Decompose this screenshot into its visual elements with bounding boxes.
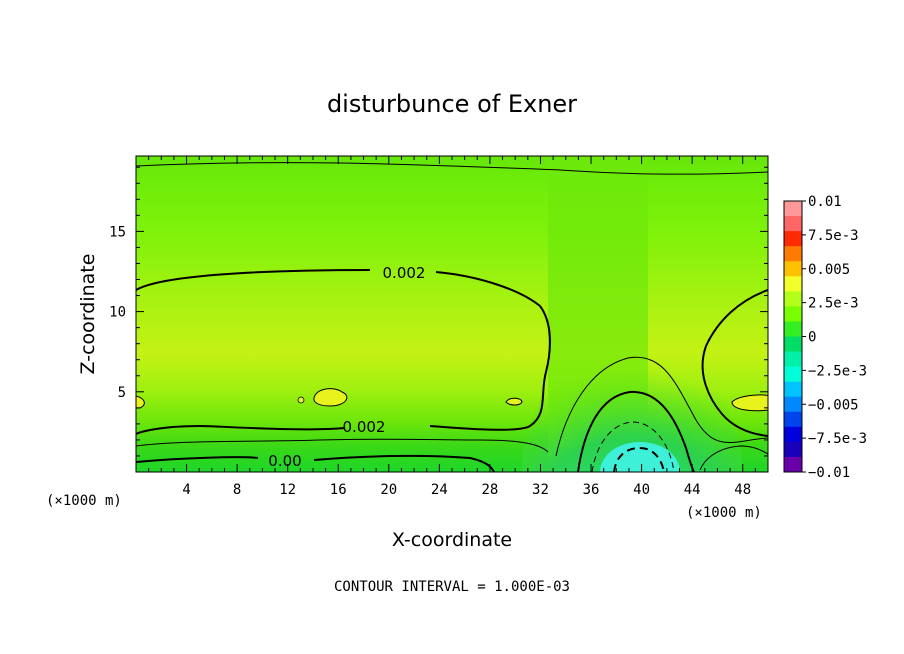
plot-area: 0.002 0.002 0.00 <box>136 156 768 472</box>
x-tick-label: 28 <box>481 482 498 498</box>
colorbar-band <box>784 426 802 443</box>
contour-0002-right <box>701 289 768 437</box>
colorbar-label: 2.5e-3 <box>808 296 859 312</box>
colorbar-band <box>784 396 802 413</box>
colorbar-band <box>784 276 802 292</box>
colorbar-band <box>784 336 802 353</box>
colorbar-label: −2.5e-3 <box>808 363 867 379</box>
contour-label-2: 0.002 <box>343 418 386 436</box>
x-tick-label: 20 <box>380 482 397 498</box>
x-tick-label: 16 <box>330 482 347 498</box>
x-tick-label: 32 <box>532 482 549 498</box>
x-tick-label: 40 <box>633 482 650 498</box>
colorbar-label: −0.005 <box>808 397 859 413</box>
colorbar-label: −0.01 <box>808 465 850 481</box>
colorbar-label: 0.005 <box>808 262 850 278</box>
contour-ring-neg1 <box>591 421 675 472</box>
colorbar-band <box>784 291 802 307</box>
x-tick-label: 48 <box>734 482 751 498</box>
chart-title: disturbunce of Exner <box>327 90 577 118</box>
contour-label-3: 0.00 <box>268 452 301 470</box>
colorbar-label: 0.01 <box>808 194 842 210</box>
colorbar: 0.01 7.5e-3 0.005 2.5e-3 0 −2.5e-3 −0.005 −7.5e… <box>783 194 867 481</box>
colorbar-band <box>784 456 802 473</box>
patch-4 <box>731 394 768 412</box>
colorbar-band <box>784 411 802 428</box>
colorbar-band <box>784 246 802 262</box>
x-tick-label: 44 <box>684 482 701 498</box>
patch-3 <box>505 397 523 406</box>
cold-anomaly <box>522 342 742 472</box>
x-unit-left: (×1000 m) <box>46 493 122 509</box>
x-axis-label: X-coordinate <box>392 529 512 551</box>
contour-0002-upper <box>136 269 551 435</box>
y-tick-label: 10 <box>109 305 126 321</box>
contour-ring-zero <box>577 390 695 472</box>
colorbar-label: 0 <box>808 330 816 346</box>
x-tick-label: 12 <box>279 482 296 498</box>
colorbar-band <box>784 231 802 247</box>
colorbar-band <box>784 216 802 232</box>
y-axis-label: Z-coordinate <box>77 254 99 375</box>
y-axis: 5 10 15 <box>109 166 768 457</box>
colorbar-label: 7.5e-3 <box>808 228 859 244</box>
y-tick-label: 5 <box>118 385 126 401</box>
colorbar-band <box>784 441 802 458</box>
contour-ring-neg2 <box>613 446 665 472</box>
y-tick-label: 15 <box>109 224 126 240</box>
x-tick-label: 36 <box>583 482 600 498</box>
contour-thin-lower <box>136 438 549 453</box>
colorbar-band <box>784 351 802 368</box>
x-axis: 4 8 12 16 20 24 28 32 36 40 44 48 <box>148 156 756 498</box>
colorbar-band <box>784 201 802 217</box>
contour-ring-outer <box>555 356 768 457</box>
contour-interval-note: CONTOUR INTERVAL = 1.000E-03 <box>334 579 570 595</box>
patch-5 <box>297 396 305 404</box>
colorbar-band <box>784 381 802 398</box>
cold-core <box>600 442 680 472</box>
colorbar-band <box>784 366 802 383</box>
colorbar-label: −7.5e-3 <box>808 431 867 447</box>
x-tick-label: 24 <box>431 482 448 498</box>
colorbar-band <box>784 321 802 337</box>
colorbar-band <box>784 261 802 277</box>
colorbar-band <box>784 306 802 322</box>
x-tick-label: 8 <box>233 482 241 498</box>
x-tick-label: 4 <box>182 482 190 498</box>
contour-right-low <box>699 445 768 471</box>
patch-1 <box>313 388 348 407</box>
contour-label-1: 0.002 <box>383 264 426 282</box>
x-unit-right: (×1000 m) <box>686 505 762 521</box>
contour-top <box>136 162 768 175</box>
